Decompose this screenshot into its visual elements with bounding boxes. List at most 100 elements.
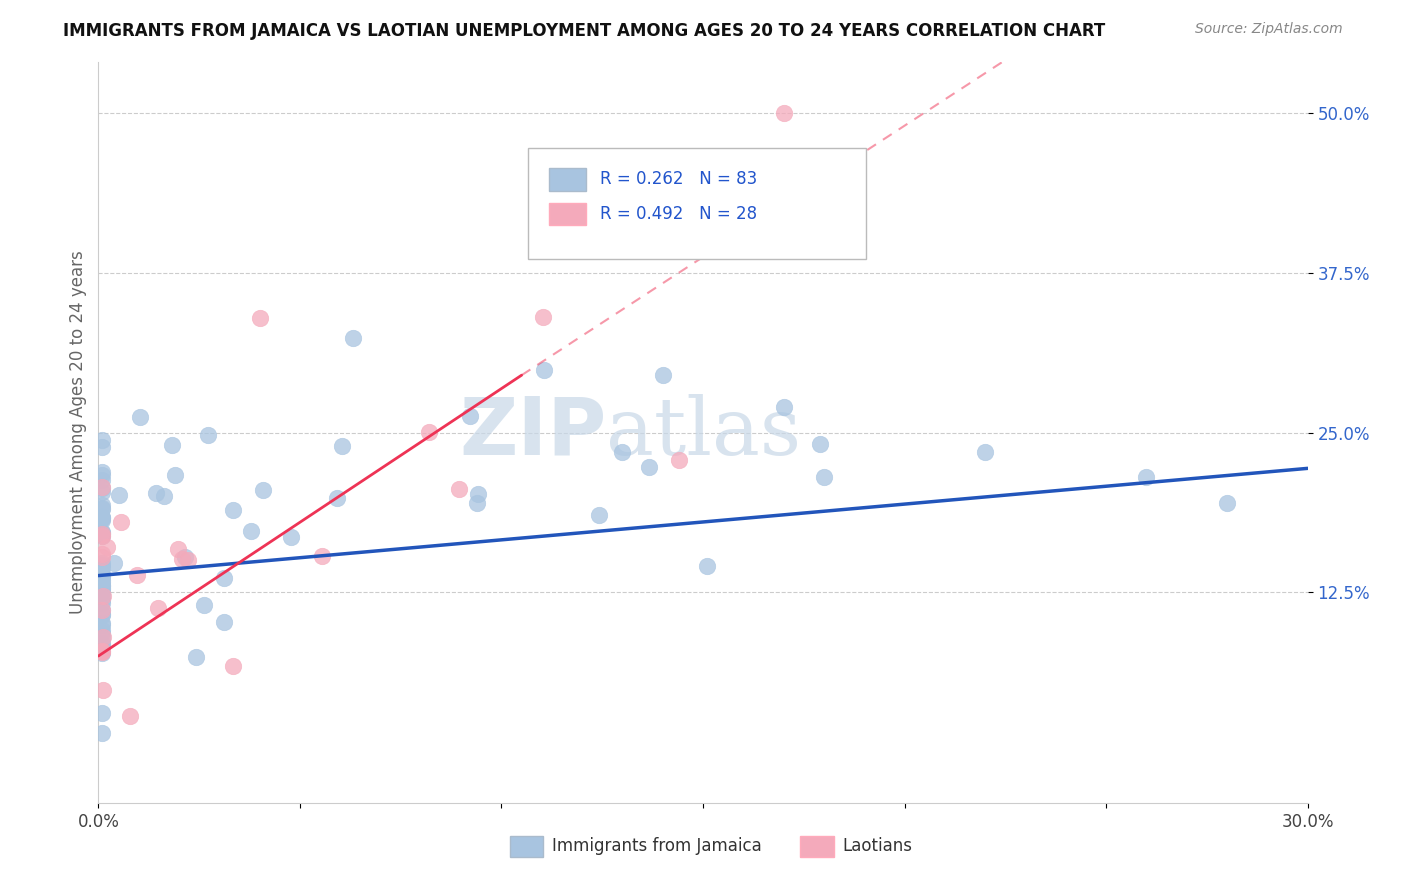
Point [91,529,114,543]
Point [91,585,114,599]
Point [91,593,114,607]
Point [465,496,488,510]
FancyBboxPatch shape [800,836,834,857]
Point [153,489,176,503]
Point [311,549,333,564]
Point [91,570,114,584]
Point [974,444,997,458]
Point [696,558,718,573]
Point [91,527,114,541]
Point [91,574,114,589]
FancyBboxPatch shape [527,147,866,259]
Point [91,440,114,454]
Point [91,626,114,640]
Point [91,513,114,527]
Point [91,465,114,479]
Point [91,607,114,621]
FancyBboxPatch shape [509,836,543,857]
Point [91,644,114,658]
Point [249,310,271,325]
Point [160,438,183,452]
Point [813,470,835,484]
Text: Laotians: Laotians [842,838,912,855]
Point [91,603,114,617]
Point [91,473,114,487]
Point [93,590,115,604]
Point [91,511,114,525]
Point [91,578,114,592]
Point [177,553,200,567]
Point [110,515,132,529]
Point [184,649,207,664]
Point [91,502,114,516]
Point [91,644,114,658]
Point [772,400,794,414]
Point [91,603,114,617]
Point [91,631,114,645]
Point [91,618,114,632]
Point [146,601,169,615]
Point [533,363,555,377]
Text: Immigrants from Jamaica: Immigrants from Jamaica [551,838,762,855]
Point [127,567,149,582]
Point [91,549,114,564]
Point [222,658,245,673]
Point [108,488,131,502]
Point [172,551,194,566]
Point [239,524,262,538]
Point [651,368,673,383]
Point [330,439,353,453]
Point [91,608,114,623]
Point [91,589,114,603]
Point [91,561,114,575]
Point [166,541,188,556]
Point [772,106,794,120]
Point [193,598,215,612]
Point [467,486,489,500]
Point [91,646,114,660]
Point [531,310,554,324]
Y-axis label: Unemployment Among Ages 20 to 24 years: Unemployment Among Ages 20 to 24 years [69,251,87,615]
Text: atlas: atlas [606,393,801,472]
Point [91,636,114,650]
Point [91,547,114,561]
Point [91,480,114,494]
Point [91,433,114,447]
Point [342,331,364,345]
Point [91,630,114,644]
Point [91,582,114,596]
Point [221,503,243,517]
Text: Source: ZipAtlas.com: Source: ZipAtlas.com [1195,22,1343,37]
Point [326,491,349,505]
Point [91,579,114,593]
Point [1216,496,1239,510]
Point [91,527,114,541]
Point [91,481,114,495]
Point [91,484,114,499]
Point [280,530,302,544]
Point [668,453,690,467]
Point [91,468,114,483]
Point [91,524,114,539]
Point [91,578,114,592]
FancyBboxPatch shape [550,203,586,226]
Point [118,709,141,723]
Point [91,500,114,515]
Text: R = 0.262   N = 83: R = 0.262 N = 83 [600,170,758,188]
Point [91,573,114,587]
Point [163,467,186,482]
Point [91,645,114,659]
Point [91,615,114,630]
Point [91,498,114,512]
Point [103,556,125,570]
Point [129,409,152,424]
Point [91,596,114,610]
Point [418,425,440,440]
Point [447,483,470,497]
Text: R = 0.492   N = 28: R = 0.492 N = 28 [600,205,758,223]
Point [458,409,481,424]
Point [808,437,831,451]
Point [214,615,236,629]
Point [145,486,167,500]
Point [91,624,114,638]
